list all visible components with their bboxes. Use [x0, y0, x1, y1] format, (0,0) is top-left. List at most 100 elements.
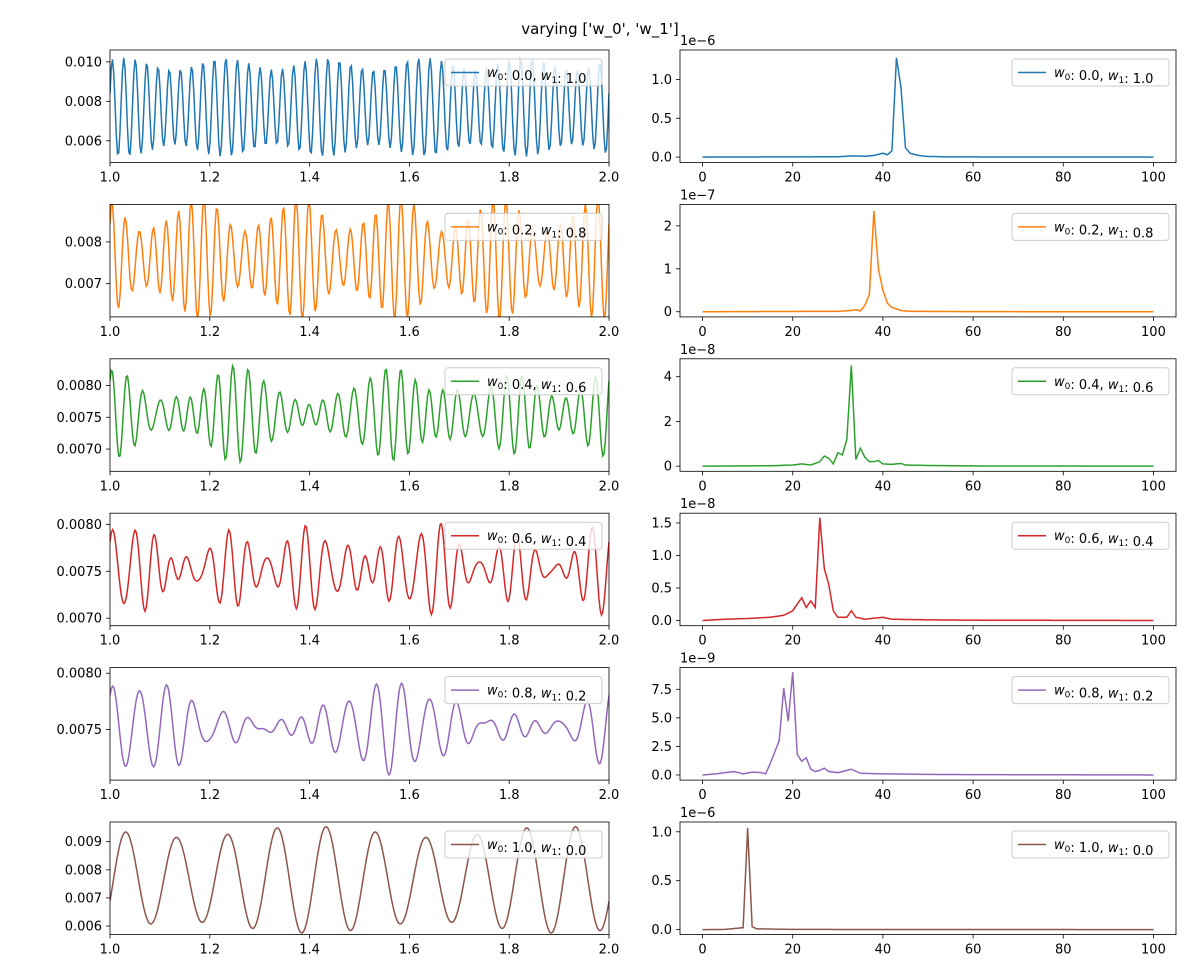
x-tick-label: 1.8: [499, 634, 520, 649]
y-tick-label: 7.5: [651, 683, 672, 698]
axes-frame: [679, 512, 1177, 627]
subplot-r4-c0: 1.0 1.2 1.4 1.6 1.8 2.0 0.0075 0.0080 w0: 0.8, w…: [57, 667, 620, 803]
series-line: [702, 827, 1154, 931]
y-tick-label: 0.007: [65, 277, 102, 292]
x-tick-label: 80: [1055, 634, 1072, 649]
legend: w0: 0.2, w1: 0.8: [1011, 212, 1170, 241]
y-tick-label: 0.007: [65, 891, 102, 906]
subplot-grid: 1.0 1.2 1.4 1.6 1.8 2.0 0.006 0.008 0.0 1 0 w0: 0.0…: [57, 34, 1177, 958]
legend-box: [1011, 676, 1170, 705]
subplot-r2-c0: 1.0 1.2 1.4 1.6 1.8 2.0 0.0070 0.0075 0.0080 w0: …: [57, 358, 619, 494]
x-tick-label: 40: [875, 325, 892, 340]
legend: w0: 0.6, w1: 0.4: [1011, 521, 1170, 550]
x-tick-label: 20: [784, 325, 801, 340]
legend-label: w0: 0.0, w1: 1.0: [487, 66, 586, 87]
x-tick-label: 1.0: [100, 943, 121, 958]
x-tick-label: 100: [1141, 788, 1166, 803]
x-tick-label: 100: [1141, 634, 1166, 649]
legend: w0: 0.8, w1: 0.2: [1011, 676, 1170, 705]
legend: w0: 0.8, w1: 0.2: [444, 676, 603, 705]
axes-frame: [109, 203, 610, 318]
y-tick-label: 1.0: [651, 549, 672, 564]
x-tick-label: 0: [698, 171, 706, 186]
x-tick-label: 1.8: [499, 479, 520, 494]
x-tick-label: 1.0: [100, 325, 121, 340]
x-tick-label: 60: [965, 479, 982, 494]
subplot-r1-c1: 0 20 40 60 80 100 0 1 2 1e−7 w0: 0.2, w1: 0.8: [664, 188, 1177, 340]
x-tick-label: 1.6: [399, 171, 420, 186]
x-tick-label: 1.4: [299, 634, 320, 649]
legend-box: [444, 521, 603, 550]
x-tick-label: 0: [698, 788, 706, 803]
axes-frame: [109, 49, 610, 163]
x-tick-label: 20: [784, 479, 801, 494]
x-tick-label: 1.8: [499, 325, 520, 340]
legend-box: [444, 367, 603, 396]
x-tick-label: 40: [875, 788, 892, 803]
y-tick-label: 0.0070: [57, 443, 103, 458]
x-tick-label: 60: [965, 325, 982, 340]
legend-box: [1011, 367, 1170, 396]
y-tick-label: 0.0075: [57, 723, 103, 738]
x-tick-label: 20: [784, 171, 801, 186]
y-offset-label: 1e−6: [680, 34, 715, 49]
x-tick-label: 2.0: [599, 171, 620, 186]
y-tick-label: 2: [664, 219, 672, 234]
x-tick-label: 1.0: [100, 479, 121, 494]
x-tick-label: 0: [698, 634, 706, 649]
x-tick-label: 100: [1141, 943, 1166, 958]
x-tick-label: 80: [1055, 943, 1072, 958]
x-tick-label: 1.6: [399, 788, 420, 803]
x-tick-label: 2.0: [599, 325, 620, 340]
legend: w0: 1.0, w1: 0.0: [1011, 830, 1170, 859]
x-tick-label: 1.2: [199, 634, 220, 649]
y-tick-label: 0.008: [65, 235, 102, 250]
y-tick-label: 1.0: [651, 825, 672, 840]
series-line: [110, 825, 609, 934]
y-tick-label: 0.0080: [57, 667, 103, 682]
y-tick-label: 0.0070: [57, 612, 103, 627]
x-tick-label: 60: [965, 943, 982, 958]
x-tick-label: 1.8: [499, 788, 520, 803]
x-tick-label: 1.6: [399, 943, 420, 958]
y-tick-label: 1: [664, 262, 672, 277]
x-tick-label: 1.8: [499, 171, 520, 186]
x-tick-label: 80: [1055, 479, 1072, 494]
x-tick-label: 1.8: [499, 943, 520, 958]
x-tick-label: 2.0: [599, 788, 620, 803]
x-tick-label: 20: [784, 634, 801, 649]
y-tick-label: 0: [664, 305, 672, 320]
x-tick-label: 80: [1055, 171, 1072, 186]
x-tick-label: 60: [965, 788, 982, 803]
legend-box: [444, 676, 603, 705]
y-tick-label: 0.0075: [57, 411, 103, 426]
legend-box: [1011, 521, 1170, 550]
x-tick-label: 100: [1141, 171, 1166, 186]
axes-frame: [679, 667, 1177, 781]
axes-frame: [109, 512, 610, 627]
y-offset-label: 1e−7: [680, 188, 715, 203]
x-tick-label: 2.0: [599, 943, 620, 958]
y-tick-label: 0.006: [65, 920, 102, 935]
axes-frame: [109, 667, 610, 781]
legend-label: w0: 0.4, w1: 0.6: [1054, 375, 1153, 396]
legend-label: w0: 1.0, w1: 0.0: [1054, 838, 1153, 859]
axes-frame: [679, 49, 1177, 163]
y-tick-label: 0.006: [65, 134, 102, 149]
x-tick-label: 40: [875, 171, 892, 186]
x-tick-label: 1.0: [100, 788, 121, 803]
y-tick-label: 0.0: [651, 768, 672, 783]
legend-box: [444, 212, 603, 241]
y-tick-label: 4: [664, 370, 672, 385]
y-tick-label: 0: [664, 460, 672, 475]
axes-frame: [679, 358, 1177, 472]
y-tick-label: 0.008: [65, 863, 102, 878]
y-tick-label: 1.0: [651, 73, 672, 88]
legend-label: w0: 0.2, w1: 0.8: [487, 220, 586, 241]
x-tick-label: 2.0: [599, 634, 620, 649]
y-offset-label: 1e−9: [680, 652, 715, 667]
legend: w0: 0.2, w1: 0.8: [444, 212, 603, 241]
x-tick-label: 1.6: [399, 479, 420, 494]
x-tick-label: 1.4: [299, 325, 320, 340]
y-tick-label: 0.5: [651, 581, 672, 596]
